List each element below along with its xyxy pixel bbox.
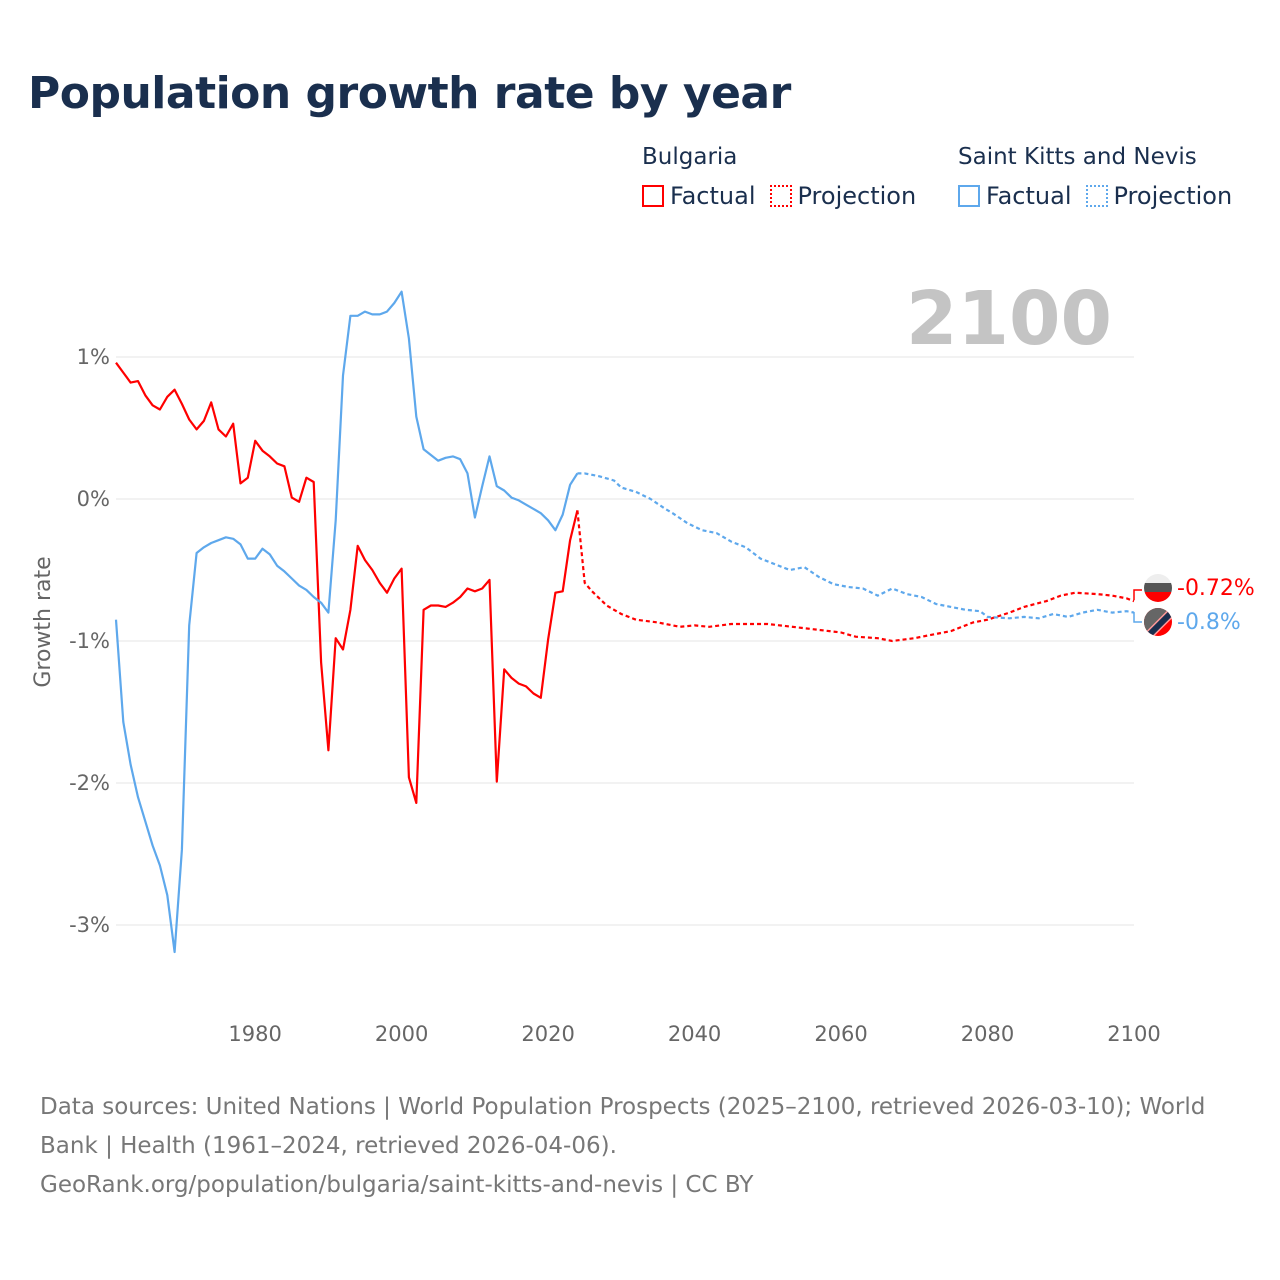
y-axis-label: Growth rate	[31, 556, 56, 687]
bulgaria-end-label: -0.72%	[1177, 576, 1255, 601]
chart-title: Population growth rate by year	[28, 68, 791, 119]
bulgaria-end-connector	[1133, 589, 1142, 600]
source-link[interactable]: GeoRank.org/population/bulgaria/saint-ki…	[40, 1172, 754, 1198]
bulgaria-projection-line	[576, 510, 1135, 643]
y-tick-label: -1%	[69, 629, 110, 653]
x-tick-label: 2060	[814, 1022, 867, 1046]
skn-end-connector	[1133, 612, 1142, 623]
legend-bulgaria: Bulgaria Factual Projection	[642, 144, 916, 210]
legend-label: Factual	[670, 182, 756, 210]
data-sources: Data sources: United Nations | World Pop…	[40, 1094, 1206, 1159]
saint-kitts-and-nevis-projection-line	[577, 472, 1135, 620]
bulgaria-flag-icon	[1144, 574, 1172, 602]
x-tick-label: 2080	[961, 1022, 1014, 1046]
x-tick-label: 2000	[375, 1022, 428, 1046]
x-tick-label: 2040	[668, 1022, 721, 1046]
bulgaria-factual-line	[115, 362, 579, 804]
dotted-swatch-icon	[1085, 185, 1108, 207]
legend-skn: Saint Kitts and Nevis Factual Projection	[958, 144, 1232, 210]
legend-group-name: Saint Kitts and Nevis	[958, 144, 1197, 170]
y-tick-label: -2%	[69, 771, 110, 795]
solid-swatch-icon	[958, 185, 980, 207]
legend-skn-projection[interactable]: Projection	[1085, 182, 1233, 210]
y-tick-label: 0%	[77, 487, 110, 511]
y-tick-label: -3%	[69, 913, 110, 937]
legend-label: Projection	[1113, 182, 1233, 210]
saint-kitts-and-nevis-factual-line	[114, 290, 579, 954]
x-tick-label: 2020	[521, 1022, 574, 1046]
skn-flag-icon	[1144, 608, 1172, 636]
y-tick-label: 1%	[77, 345, 110, 369]
solid-swatch-icon	[642, 185, 664, 207]
legend-bulgaria-factual[interactable]: Factual	[642, 182, 756, 210]
legend-label: Projection	[797, 182, 917, 210]
dotted-swatch-icon	[769, 185, 792, 207]
footer: Data sources: United Nations | World Pop…	[40, 1088, 1240, 1205]
x-tick-label: 1980	[228, 1022, 281, 1046]
skn-end-label: -0.8%	[1177, 610, 1241, 635]
legend-group-name: Bulgaria	[642, 144, 738, 170]
current-year-label: 2100	[906, 276, 1112, 362]
legend-skn-factual[interactable]: Factual	[958, 182, 1072, 210]
x-tick-label: 2100	[1107, 1022, 1160, 1046]
legend-bulgaria-projection[interactable]: Projection	[769, 182, 917, 210]
legend-label: Factual	[986, 182, 1072, 210]
